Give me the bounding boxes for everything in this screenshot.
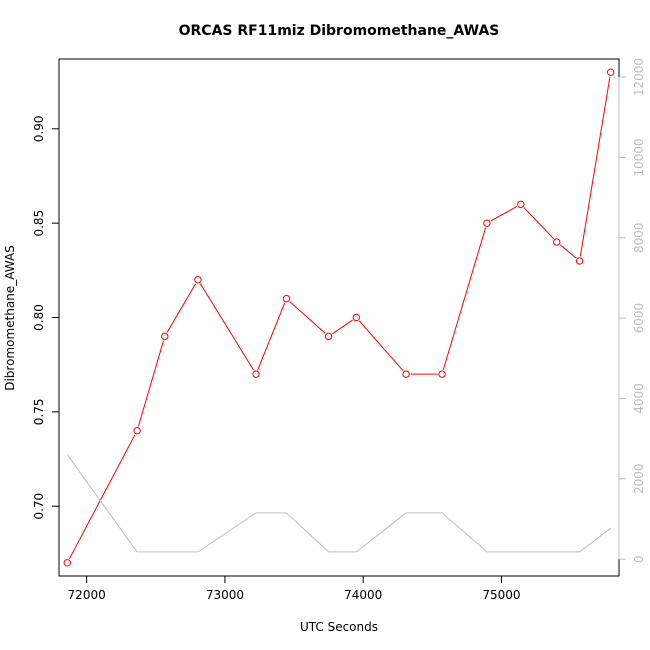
y-axis-left: 0.70 0.75 0.80 0.85 0.90 [32,115,60,520]
series-1-point [483,219,491,227]
series-1-segment [490,206,518,222]
series-1-point [282,294,291,303]
y2-tick-label: 4000 [632,383,646,414]
plot-frame [58,58,620,577]
series-1-point [63,559,71,567]
chart-title: ORCAS RF11miz Dibromomethane_AWAS [179,23,500,39]
y-axis-right: 0 2000 4000 6000 8000 10000 12000 [618,58,646,563]
x-tick-label: 74000 [344,588,382,602]
series-1-point [402,370,410,378]
series-1-point [161,332,169,341]
x-axis-label: UTC Seconds [300,620,378,634]
x-tick-label: 72000 [68,588,106,602]
series-1-point [194,276,202,284]
y-tick-label: 0.85 [32,210,46,237]
y-tick-label: 0.90 [32,115,46,142]
y2-tick-label: 10000 [632,138,646,176]
series-2-line [66,454,612,553]
series-1-segment [442,227,487,370]
series-1-segment [137,340,164,427]
series-1-point [517,200,525,208]
series-1-point [133,427,141,435]
y-tick-label: 0.80 [32,304,46,331]
y2-tick-label: 0 [632,555,646,563]
y2-tick-label: 8000 [632,222,646,253]
series-1-point [575,257,584,265]
series-1-point [252,370,260,378]
series-1-segment [358,320,404,372]
x-tick-label: 75000 [482,588,520,602]
series-1-segment [559,244,577,259]
series-layer [63,68,615,567]
series-1-segment [166,283,197,333]
x-tick-label: 73000 [206,588,244,602]
y2-tick-label: 12000 [632,58,646,96]
y2-tick-label: 6000 [632,303,646,334]
y-axis-label: Dibromomethane_AWAS [3,245,17,391]
y-tick-label: 0.75 [32,398,46,425]
y-tick-label: 0.70 [32,493,46,520]
series-1-point [352,313,360,322]
series-1-segment [332,319,353,335]
series-1-segment [68,434,136,560]
series-1-segment [579,76,611,257]
series-1-point [324,332,333,341]
series-1-point [607,68,615,76]
series-1-segment [289,301,326,334]
series-1-segment [257,302,286,371]
series-1-segment [199,283,255,371]
series-1-point [553,238,561,246]
x-axis: 72000 73000 74000 75000 [68,575,521,602]
y2-tick-label: 2000 [632,464,646,495]
series-1-point [438,370,446,378]
series-1-segment [523,207,555,240]
